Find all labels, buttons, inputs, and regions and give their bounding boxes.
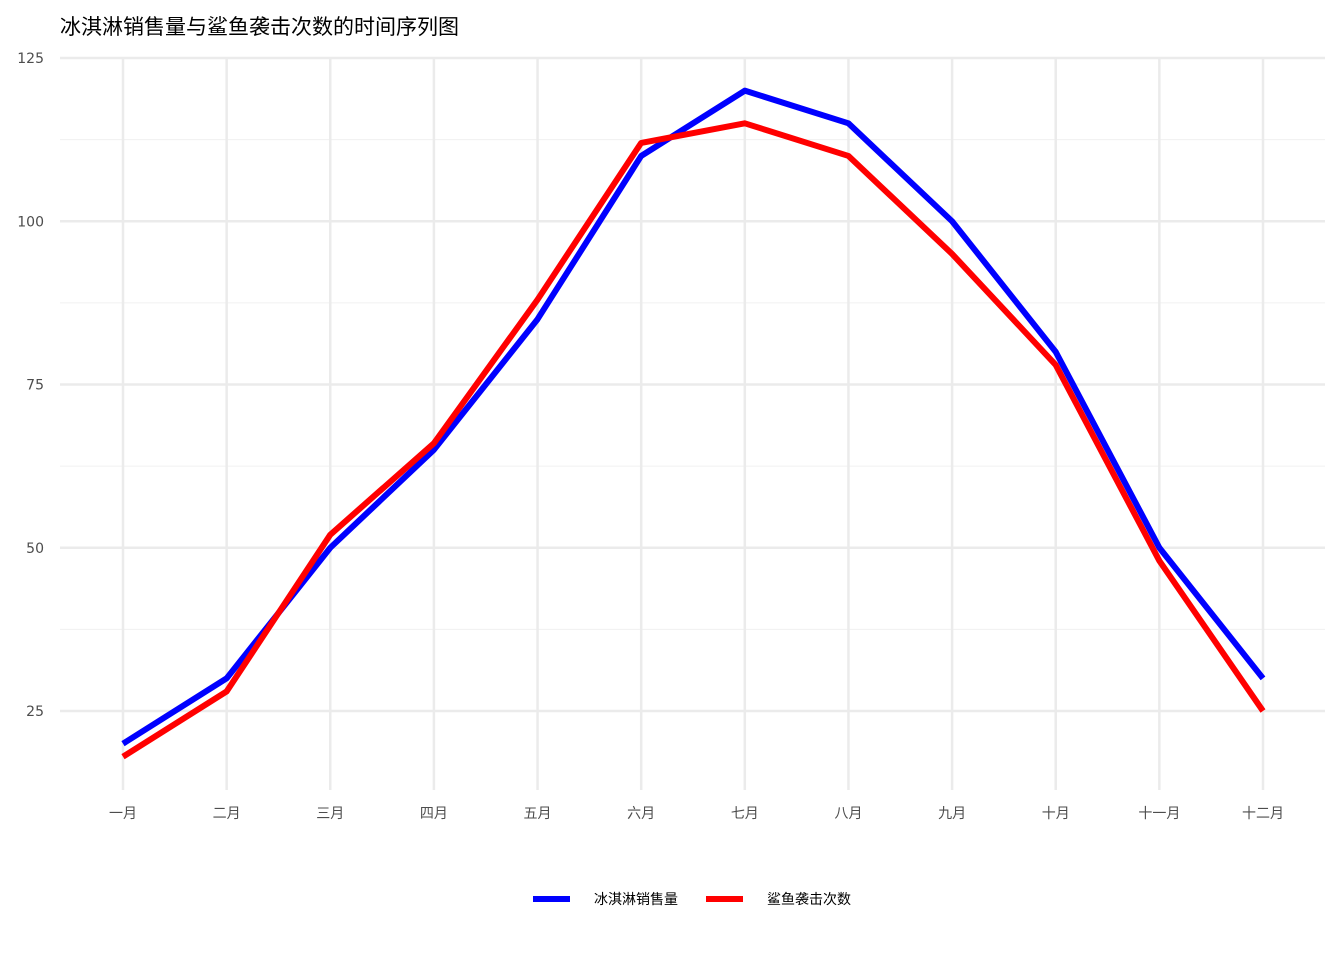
legend-label: 冰淇淋销售量	[594, 892, 678, 908]
x-tick-label: 十二月	[1242, 806, 1284, 822]
major-gridlines	[60, 56, 1325, 790]
x-tick-label: 一月	[109, 806, 137, 822]
x-tick-label: 十月	[1042, 806, 1070, 822]
y-tick-label: 25	[26, 704, 44, 720]
x-tick-label: 六月	[627, 806, 655, 822]
series-lines	[121, 87, 1266, 760]
y-tick-label: 125	[17, 51, 44, 67]
x-tick-label: 八月	[834, 806, 862, 822]
x-tick-label: 二月	[213, 806, 241, 822]
x-tick-label: 九月	[938, 806, 966, 822]
legend: 冰淇淋销售量 鲨鱼袭击次数	[533, 891, 851, 908]
x-tick-label: 五月	[524, 806, 552, 822]
y-tick-label: 100	[17, 214, 44, 230]
x-tick-label: 十一月	[1138, 806, 1180, 822]
y-axis-tick-labels: 25 50 75 100 125	[17, 51, 44, 720]
x-axis-tick-labels: 一月 二月 三月 四月 五月 六月 七月 八月 九月 十月 十一月 十二月	[109, 806, 1284, 822]
series-line-2	[121, 120, 1266, 760]
series-line-1	[121, 87, 1266, 747]
legend-label: 鲨鱼袭击次数	[767, 891, 851, 908]
x-tick-label: 四月	[420, 806, 448, 822]
x-tick-label: 七月	[731, 806, 759, 822]
chart-title: 冰淇淋销售量与鲨鱼袭击次数的时间序列图	[60, 15, 459, 39]
y-tick-label: 50	[26, 541, 44, 557]
x-tick-label: 三月	[316, 806, 344, 822]
y-tick-label: 75	[26, 378, 44, 394]
